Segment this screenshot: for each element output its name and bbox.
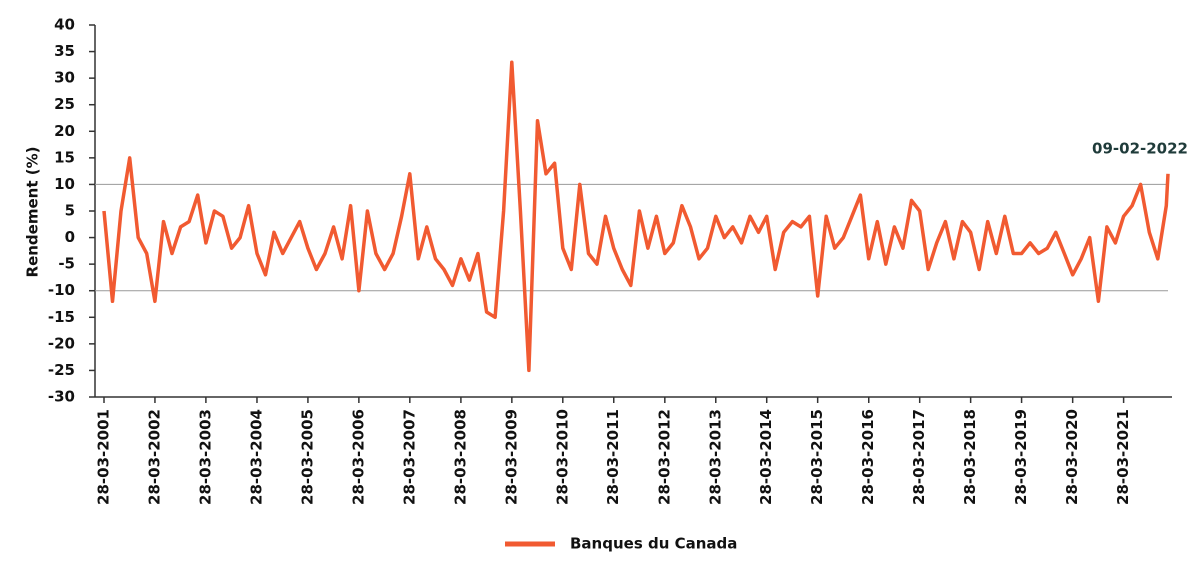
y-tick-label: 5 [65, 202, 75, 220]
x-tick-label: 28-03-2006 [349, 409, 367, 505]
annotation: 09-02-2022 [1092, 139, 1188, 157]
y-tick-label: 0 [65, 228, 75, 246]
x-tick-label: 28-03-2016 [859, 409, 877, 505]
y-tick-label: -30 [48, 388, 75, 406]
y-tick-label: -25 [48, 361, 75, 379]
x-tick-label: 28-03-2021 [1114, 409, 1132, 505]
y-tick-label: 35 [54, 42, 75, 60]
x-tick-label: 28-03-2003 [196, 409, 214, 505]
x-tick-label: 28-03-2014 [757, 409, 775, 505]
y-tick-label: 40 [54, 16, 75, 34]
legend-label: Banques du Canada [570, 535, 737, 553]
x-tick-label: 28-03-2017 [910, 409, 928, 505]
x-tick-label: 28-03-2005 [298, 409, 316, 505]
y-tick-label: 25 [54, 95, 75, 113]
x-tick-label: 28-03-2011 [604, 409, 622, 505]
y-tick-label: 20 [54, 122, 75, 140]
y-axis-label: Rendement (%) [24, 147, 42, 278]
series-line [102, 60, 1170, 373]
x-tick-label: 28-03-2008 [451, 409, 469, 505]
x-tick-label: 28-03-2018 [961, 409, 979, 505]
x-tick-label: 28-03-2009 [502, 409, 520, 505]
x-tick-label: 28-03-2012 [655, 409, 673, 505]
y-tick-label: 15 [54, 148, 75, 166]
y-tick-label: -5 [58, 255, 75, 273]
y-tick-label: -15 [48, 308, 75, 326]
x-tick-label: 28-03-2010 [553, 409, 571, 505]
x-tick-label: 28-03-2015 [808, 409, 826, 505]
x-tick-label: 28-03-2019 [1012, 409, 1030, 505]
y-tick-label: 10 [54, 175, 75, 193]
x-tick-label: 28-03-2020 [1063, 409, 1081, 505]
y-tick-label: -20 [48, 334, 75, 352]
x-tick-label: 28-03-2002 [145, 409, 163, 505]
x-tick-label: 28-03-2013 [706, 409, 724, 505]
x-tick-label: 28-03-2004 [247, 409, 265, 505]
y-tick-label: -10 [48, 281, 75, 299]
y-tick-label: 30 [54, 69, 75, 87]
x-tick-label: 28-03-2007 [400, 409, 418, 505]
x-tick-label: 28-03-2001 [95, 409, 113, 505]
